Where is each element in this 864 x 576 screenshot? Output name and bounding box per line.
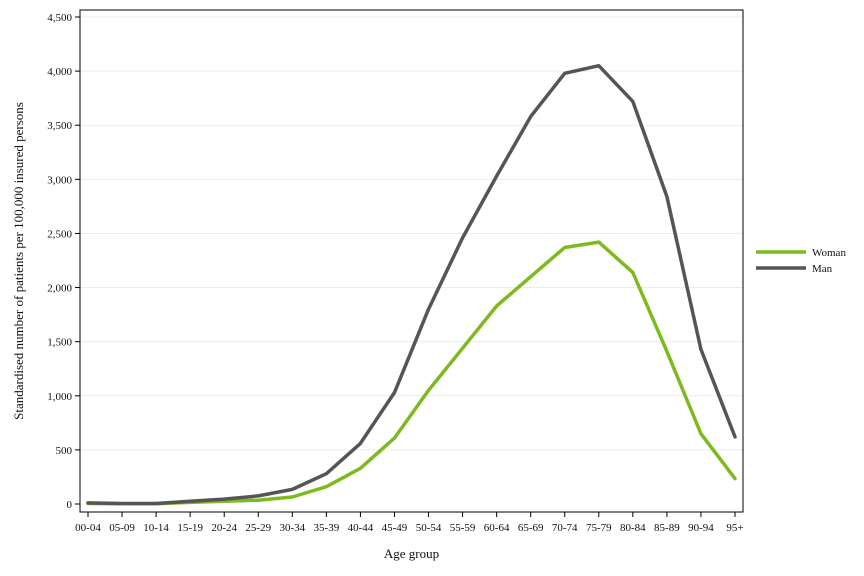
x-tick-label: 85-89 (654, 522, 680, 534)
series-lines (86, 63, 737, 506)
x-tick-label: 95+ (726, 522, 743, 534)
y-tick-label: 4,000 (47, 66, 72, 78)
series-line-man (86, 63, 737, 506)
x-tick-label: 75-79 (586, 522, 612, 534)
x-tick-label: 65-69 (518, 522, 544, 534)
x-tick-label: 15-19 (177, 522, 203, 534)
y-tick-label: 3,500 (47, 120, 72, 132)
x-tick-label: 30-34 (279, 522, 305, 534)
x-tick-label: 60-64 (484, 522, 510, 534)
x-tick-label: 50-54 (416, 522, 442, 534)
grid-lines (80, 16, 743, 451)
x-tick-label: 25-29 (245, 522, 271, 534)
series-line-woman (86, 240, 737, 506)
x-axis: 00-04 05-09 10-14 15-19 20-24 25-29 30-34 35-39… (75, 512, 744, 534)
x-tick-label: 70-74 (552, 522, 578, 534)
x-tick-label: 20-24 (211, 522, 237, 534)
x-tick-label: 90-94 (688, 522, 714, 534)
y-tick-label: 0 (67, 499, 73, 511)
legend-label-man: Man (812, 263, 833, 275)
y-tick-label: 2,000 (47, 283, 72, 295)
plot-frame (79, 9, 744, 513)
x-tick-label: 35-39 (314, 522, 340, 534)
legend: Woman Man (756, 247, 846, 275)
x-tick-label: 05-09 (109, 522, 135, 534)
y-tick-label: 1,500 (47, 337, 72, 349)
y-tick-label: 2,500 (47, 228, 72, 240)
y-tick-label: 3,000 (47, 174, 72, 186)
y-axis: 0 500 1,000 1,500 2,000 2,500 3,000 3,500 4,000 4… (47, 12, 80, 511)
legend-label-woman: Woman (812, 247, 846, 259)
x-tick-label: 00-04 (75, 522, 101, 534)
x-tick-label: 80-84 (620, 522, 646, 534)
x-tick-label: 55-59 (450, 522, 476, 534)
x-tick-label: 40-44 (348, 522, 374, 534)
x-tick-label: 10-14 (143, 522, 169, 534)
y-tick-label: 4,500 (47, 12, 72, 24)
y-tick-label: 500 (56, 445, 73, 457)
x-axis-title: Age group (384, 546, 439, 561)
y-tick-label: 1,000 (47, 391, 72, 403)
y-axis-title: Standardised number of patients per 100,… (11, 102, 26, 420)
x-tick-label: 45-49 (382, 522, 408, 534)
